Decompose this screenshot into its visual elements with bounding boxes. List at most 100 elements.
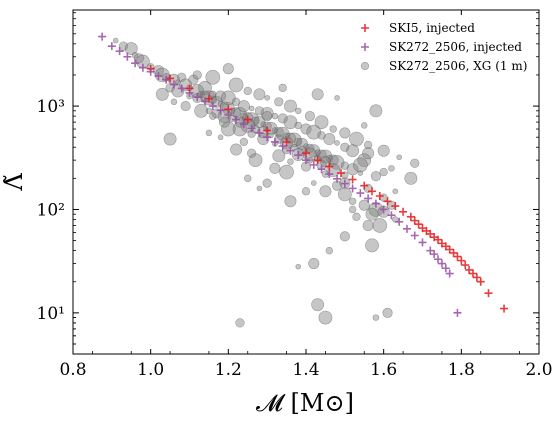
scatter-point <box>248 105 255 112</box>
scatter-point <box>247 124 256 133</box>
scatter-point <box>107 42 116 51</box>
scatter-point <box>308 258 320 270</box>
y-axis-label: Λ̃ <box>0 173 28 192</box>
scatter-point <box>311 88 324 101</box>
scatter-point <box>465 265 474 274</box>
scatter-point <box>325 170 334 179</box>
scatter-point <box>220 121 236 137</box>
scatter-point <box>379 167 388 177</box>
scatter-point <box>434 235 443 244</box>
scatter-point <box>334 140 340 146</box>
scatter-point <box>437 259 446 268</box>
scatter-point <box>404 171 418 185</box>
scatter-point <box>235 318 245 328</box>
scatter-point <box>453 308 462 317</box>
scatter-point <box>334 95 340 101</box>
scatter-point <box>209 90 217 99</box>
scatter-point <box>337 187 352 202</box>
scatter-point <box>269 162 281 174</box>
scatter-point <box>270 137 279 146</box>
scatter-point <box>434 255 443 264</box>
scatter-point <box>410 158 420 168</box>
scatter-point <box>323 133 336 146</box>
y-tick-label: 10³ <box>37 97 65 117</box>
series-0 <box>112 37 420 328</box>
scatter-point <box>414 220 423 229</box>
scatter-point <box>228 114 236 123</box>
scatter-point <box>371 199 380 208</box>
scatter-point <box>169 80 178 89</box>
scatter-point <box>418 238 427 247</box>
scatter-point <box>370 171 381 182</box>
legend: SKI5, injected SK272_2506, injected SK272_… <box>360 21 527 73</box>
scatter-point <box>243 115 252 124</box>
scatter-point <box>318 310 333 325</box>
scatter-point <box>430 250 439 259</box>
scatter-point <box>364 194 373 203</box>
legend-label: SKI5, injected <box>389 21 475 35</box>
scatter-point <box>264 95 270 101</box>
legend-marker <box>360 61 370 71</box>
scatter-point <box>346 163 359 176</box>
scatter-point <box>377 144 390 157</box>
scatter-point <box>353 157 368 173</box>
scatter-point <box>340 142 350 152</box>
scatter-point <box>98 32 107 41</box>
scatter-point <box>162 75 171 84</box>
scatter-point <box>177 72 187 82</box>
scatter-point <box>248 153 263 168</box>
scatter-point <box>192 70 202 80</box>
scatter-point <box>365 238 379 253</box>
legend-marker <box>361 24 369 32</box>
scatter-point <box>208 102 217 111</box>
scatter-point <box>365 207 379 221</box>
scatter-point <box>399 207 408 216</box>
legend-item: SK272_2506, injected <box>361 40 522 54</box>
scatter-point <box>319 185 332 198</box>
scatter-point <box>339 231 350 242</box>
scatter-point <box>209 112 217 120</box>
scatter-point <box>410 216 419 225</box>
legend-label: SK272_2506, injected <box>389 40 522 54</box>
scatter-point <box>253 88 266 101</box>
x-axis-label: 𝓜 [M⊙] <box>256 389 354 417</box>
scatter-point <box>306 124 322 140</box>
scatter-point <box>457 256 466 265</box>
plot-marks <box>98 32 509 328</box>
scatter-point <box>278 142 287 151</box>
scatter-point <box>362 147 375 160</box>
scatter-point <box>295 263 302 270</box>
x-tick-label: 0.8 <box>59 360 86 380</box>
scatter-point <box>348 205 357 214</box>
scatter-point <box>468 269 477 278</box>
scatter-point <box>302 156 310 165</box>
scatter-point <box>476 277 485 286</box>
scatter-point <box>271 112 279 120</box>
scatter-point <box>155 87 169 101</box>
scatter-point <box>348 197 357 205</box>
scatter-point <box>453 252 462 261</box>
scatter-point <box>396 154 403 161</box>
scatter-point <box>177 84 186 93</box>
scatter-point <box>272 149 286 163</box>
scatter-point <box>294 107 302 115</box>
scatter-point <box>372 218 388 233</box>
scatter-point <box>230 143 243 156</box>
scatter-point <box>449 248 458 257</box>
scatter-point <box>339 127 351 139</box>
scatter-point <box>205 69 221 85</box>
scatter-point <box>170 98 178 106</box>
scatter-point <box>313 156 322 165</box>
scatter-point <box>146 67 155 76</box>
scatter-point <box>391 202 400 211</box>
x-tick-label: 1.4 <box>292 360 319 380</box>
scatter-point <box>278 83 287 93</box>
scatter-point <box>426 246 435 255</box>
scatter-point <box>340 161 349 170</box>
scatter-point <box>198 80 212 95</box>
legend-marker <box>361 43 369 51</box>
scatter-point <box>372 314 380 321</box>
scatter-point <box>349 131 364 147</box>
scatter-point <box>244 174 252 183</box>
scatter-point <box>311 298 325 312</box>
